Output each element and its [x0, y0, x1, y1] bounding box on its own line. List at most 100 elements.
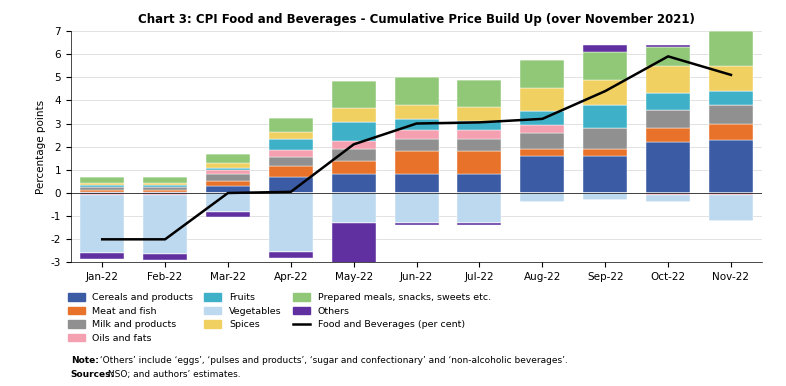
Bar: [520, 133, 564, 149]
Bar: [143, 190, 187, 192]
Bar: [80, 190, 124, 192]
Bar: [143, 183, 187, 185]
Bar: [709, 193, 753, 195]
Bar: [583, 128, 627, 149]
Bar: [395, 77, 439, 105]
Bar: [646, 193, 690, 195]
Bar: [206, 193, 250, 212]
Bar: [206, 154, 250, 163]
Bar: [709, 124, 753, 140]
Bar: [646, 195, 690, 202]
Bar: [206, 168, 250, 170]
Bar: [269, 118, 313, 132]
Bar: [520, 111, 564, 125]
Bar: [143, 187, 187, 190]
Bar: [269, 157, 313, 166]
Bar: [143, 193, 187, 195]
Bar: [457, 139, 501, 151]
Text: NSO; and authors’ estimates.: NSO; and authors’ estimates.: [105, 370, 241, 379]
Bar: [269, 150, 313, 157]
Text: Sources:: Sources:: [71, 370, 115, 379]
Bar: [457, 151, 501, 174]
Bar: [520, 193, 564, 202]
Title: Chart 3: CPI Food and Beverages - Cumulative Price Build Up (over November 2021): Chart 3: CPI Food and Beverages - Cumula…: [138, 13, 695, 25]
Bar: [269, 193, 313, 252]
Bar: [206, 186, 250, 193]
Bar: [709, 140, 753, 193]
Bar: [206, 212, 250, 217]
Bar: [395, 119, 439, 130]
Bar: [269, 132, 313, 139]
Bar: [80, 177, 124, 183]
Bar: [80, 193, 124, 195]
Bar: [395, 151, 439, 174]
Bar: [583, 156, 627, 193]
Bar: [520, 125, 564, 133]
Bar: [457, 80, 501, 107]
Bar: [646, 142, 690, 193]
Bar: [520, 88, 564, 111]
Bar: [457, 121, 501, 130]
Bar: [520, 149, 564, 156]
Bar: [143, 254, 187, 260]
Bar: [395, 139, 439, 151]
Bar: [646, 93, 690, 110]
Bar: [269, 166, 313, 177]
Bar: [457, 193, 501, 223]
Bar: [709, 31, 753, 66]
Bar: [457, 223, 501, 225]
Bar: [206, 170, 250, 174]
Bar: [583, 80, 627, 105]
Bar: [646, 66, 690, 93]
Bar: [395, 223, 439, 225]
Bar: [143, 185, 187, 187]
Bar: [332, 108, 376, 122]
Bar: [457, 130, 501, 139]
Bar: [80, 183, 124, 185]
Bar: [269, 252, 313, 258]
Bar: [709, 91, 753, 105]
Bar: [80, 195, 124, 253]
Bar: [583, 193, 627, 200]
Bar: [395, 105, 439, 119]
Bar: [143, 177, 187, 183]
Bar: [520, 60, 564, 88]
Bar: [646, 47, 690, 66]
Bar: [269, 177, 313, 193]
Bar: [143, 192, 187, 193]
Bar: [80, 187, 124, 190]
Bar: [332, 81, 376, 108]
Bar: [520, 156, 564, 193]
Bar: [709, 105, 753, 124]
Bar: [332, 141, 376, 149]
Text: Note:: Note:: [71, 356, 98, 365]
Bar: [646, 110, 690, 128]
Bar: [583, 105, 627, 128]
Bar: [395, 130, 439, 139]
Text: ‘Others’ include ‘eggs’, ‘pulses and products’, ‘sugar and confectionary’ and ‘n: ‘Others’ include ‘eggs’, ‘pulses and pro…: [97, 356, 567, 365]
Bar: [646, 128, 690, 142]
Bar: [395, 174, 439, 193]
Bar: [583, 149, 627, 156]
Bar: [457, 107, 501, 121]
Bar: [80, 192, 124, 193]
Bar: [269, 139, 313, 150]
Bar: [80, 253, 124, 259]
Bar: [332, 161, 376, 174]
Bar: [583, 52, 627, 80]
Bar: [332, 149, 376, 161]
Bar: [80, 185, 124, 187]
Bar: [206, 174, 250, 181]
Bar: [332, 122, 376, 141]
Bar: [709, 195, 753, 221]
Bar: [332, 223, 376, 269]
Bar: [206, 163, 250, 168]
Bar: [395, 193, 439, 223]
Bar: [143, 195, 187, 254]
Bar: [332, 174, 376, 193]
Legend: Cereals and products, Meat and fish, Milk and products, Oils and fats, Fruits, V: Cereals and products, Meat and fish, Mil…: [68, 293, 490, 343]
Bar: [583, 45, 627, 52]
Bar: [332, 193, 376, 223]
Bar: [646, 45, 690, 47]
Bar: [709, 66, 753, 91]
